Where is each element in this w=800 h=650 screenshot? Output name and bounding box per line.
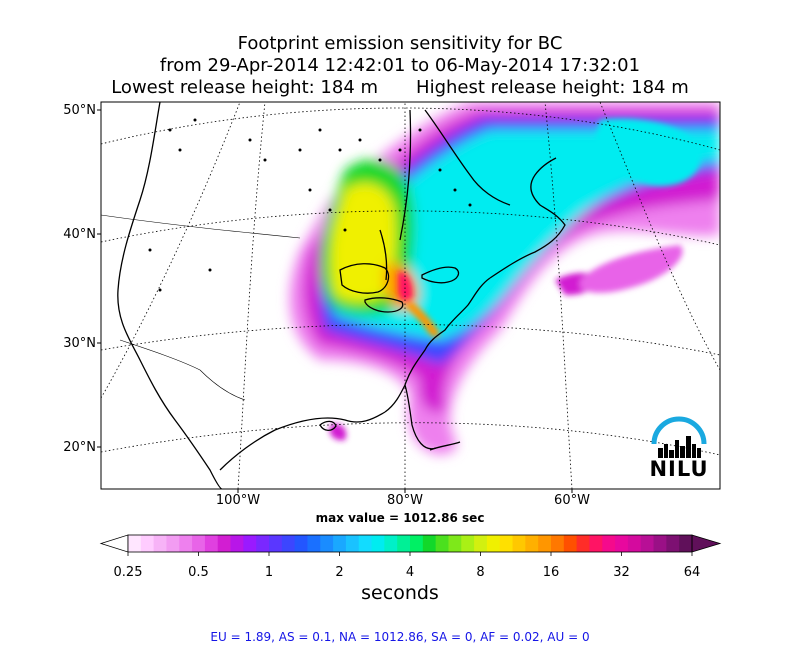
colorbar-segment (512, 535, 526, 552)
colorbar-segment (602, 535, 616, 552)
colorbar-tick-label: 0.25 (113, 565, 143, 580)
colorbar-segment (397, 535, 411, 552)
release-heights: Lowest release height: 184 m Highest rele… (0, 77, 800, 99)
colorbar-segment (615, 535, 629, 552)
colorbar-segment (627, 535, 642, 552)
colorbar-tick-label: 32 (613, 565, 630, 580)
colorbar-over-extension (691, 534, 722, 553)
map-title: Footprint emission sensitivity for BC (237, 33, 563, 54)
colorbar-segment (166, 535, 180, 552)
colorbar-segment (281, 535, 296, 552)
colorbar-segment (140, 535, 155, 552)
colorbar-segment (640, 535, 655, 552)
colorbar-segment (551, 535, 565, 552)
highest-release-height: Highest release height: 184 m (416, 77, 689, 98)
axis-ticks (97, 109, 573, 493)
max-value-label: max value = 1012.86 sec (315, 511, 485, 525)
colorbar-segment (307, 535, 321, 552)
lat-label-50n: 50°N (63, 103, 96, 118)
colorbar-segment (243, 535, 257, 552)
nilu-logo: NILU (648, 410, 710, 481)
colorbar-segment (128, 535, 142, 552)
colorbar-tick-label: 4 (405, 565, 415, 580)
colorbar-segment (294, 535, 308, 552)
colorbar-segment (461, 535, 475, 552)
colorbar-segment (230, 535, 244, 552)
colorbar-segment (320, 535, 334, 552)
colorbar-segment (563, 535, 578, 552)
region-totals-footer: EU = 1.89, AS = 0.1, NA = 1012.86, SA = … (210, 630, 590, 644)
colorbar-under-extension (99, 534, 129, 553)
nilu-logo-text: NILU (649, 457, 709, 481)
lat-label-40n: 40°N (63, 227, 96, 242)
colorbar-tick-label: 1 (264, 565, 274, 580)
map-frame (100, 101, 721, 490)
colorbar-tick-label: 2 (335, 565, 344, 580)
lon-label-60w: 60°W (554, 493, 590, 508)
lowest-release-height: Lowest release height: 184 m (111, 77, 379, 98)
colorbar-segment (538, 535, 552, 552)
colorbar-tick-label: 16 (542, 565, 560, 580)
colorbar-segment (269, 535, 283, 552)
colorbar-segment (525, 535, 539, 552)
colorbar-segment (217, 535, 232, 552)
colorbar-segment (666, 535, 680, 552)
sensitivity-field (289, 102, 720, 455)
colorbar-segment (204, 535, 219, 552)
colorbar-units: seconds (361, 582, 439, 604)
colorbar-segment (499, 535, 514, 552)
lat-label-20n: 20°N (63, 440, 96, 455)
nilu-logo-graphic (651, 416, 707, 458)
colorbar-segment (422, 535, 437, 552)
colorbar-tick-label: 8 (476, 565, 485, 580)
colorbar-segment (371, 535, 385, 552)
colorbar-segment (153, 535, 167, 552)
colorbar-segment (653, 535, 667, 552)
coastlines (117, 102, 566, 489)
lon-label-100w: 100°W (215, 493, 261, 508)
colorbar-segment (256, 535, 270, 552)
colorbar-segment (333, 535, 347, 552)
lakes (148, 118, 472, 292)
map-date-range: from 29-Apr-2014 12:42:01 to 06-May-2014… (159, 55, 641, 76)
lon-label-80w: 80°W (387, 493, 423, 508)
colorbar-segment (435, 535, 449, 552)
colorbar-segment (448, 535, 462, 552)
colorbar-segment (410, 535, 424, 552)
colorbar-segment (358, 535, 373, 552)
colorbar-segment (679, 535, 693, 552)
colorbar-segment (474, 535, 488, 552)
colorbar-tick-label: 0.5 (188, 565, 209, 580)
colorbar-segment (486, 535, 501, 552)
colorbar-tick-label: 64 (683, 565, 701, 580)
colorbar-segment (589, 535, 603, 552)
colorbar-segment (576, 535, 590, 552)
graticule (101, 102, 720, 489)
colorbar-segment (179, 535, 193, 552)
colorbar-segment (192, 535, 206, 552)
colorbar-segment (384, 535, 398, 552)
borders (101, 214, 301, 401)
colorbar-segment (345, 535, 360, 552)
lat-label-30n: 30°N (63, 336, 96, 351)
